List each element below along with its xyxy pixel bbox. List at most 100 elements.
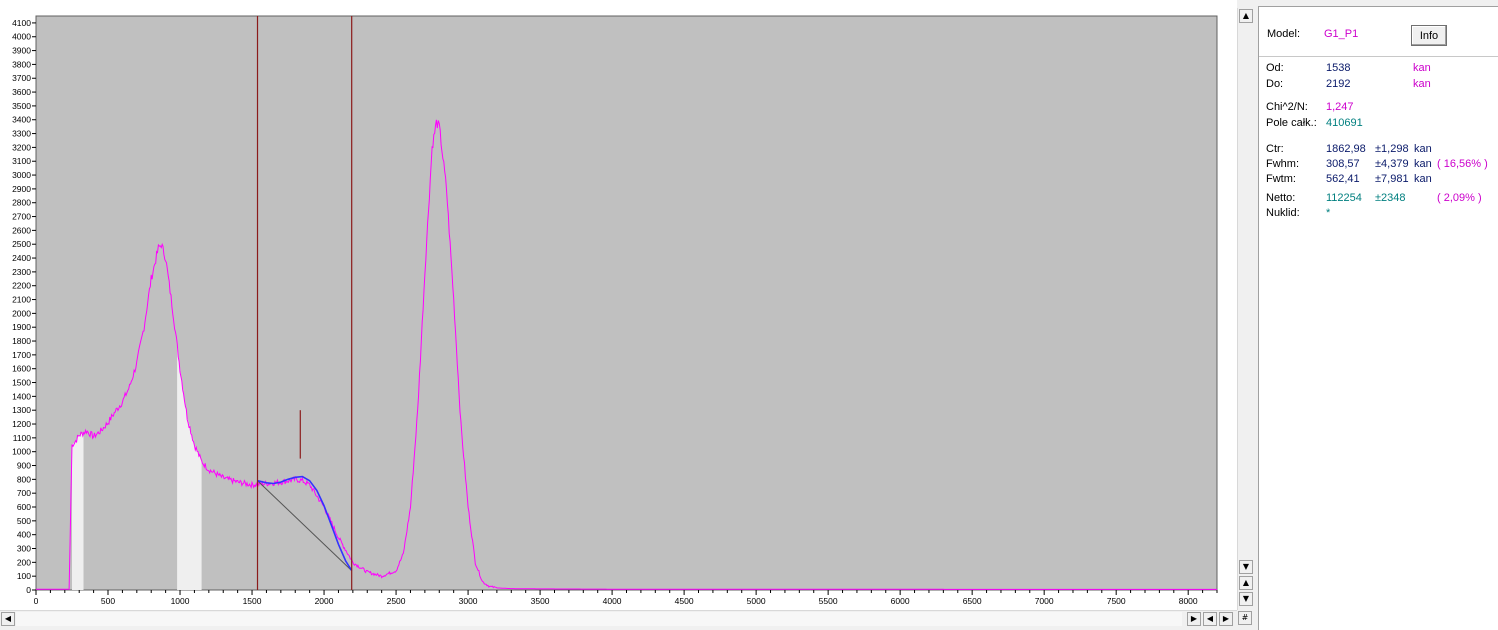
y-tick-label: 3400 <box>12 115 31 125</box>
spectrum-chart[interactable]: 0 100 200 300 400 500 600 700 800 900 1000 1100 1200… <box>0 0 1237 610</box>
ctr-value: 1862,98 <box>1326 143 1366 155</box>
y-tick-label: 3200 <box>12 142 31 152</box>
fit-series <box>257 475 353 572</box>
spectrum-line <box>36 119 1217 590</box>
x-tick-label: 5500 <box>819 596 838 606</box>
y-tick-label: 2900 <box>12 184 31 194</box>
zoom-up-button[interactable]: ▲ <box>1239 576 1253 590</box>
x-tick-label: 5000 <box>747 596 766 606</box>
model-label: Model: <box>1267 28 1301 40</box>
y-tick-label: 2000 <box>12 308 31 318</box>
x-tick-label: 4500 <box>675 596 694 606</box>
grid-icon: # <box>1241 613 1249 622</box>
arrow-up-icon: ▲ <box>1242 11 1250 20</box>
do-unit: kan <box>1413 78 1431 90</box>
y-tick-label: 1000 <box>12 447 31 457</box>
background-fit-series <box>257 480 353 571</box>
y-axis: 0 100 200 300 400 500 600 700 800 900 1000 1100 1200… <box>12 18 36 595</box>
plot-area[interactable] <box>35 15 1218 591</box>
x-tick-label: 2500 <box>387 596 406 606</box>
ctr-label: Ctr: <box>1266 143 1284 155</box>
peak-info-panel: Model: G1_P1 Info Od: 1538 kan Do: 2192 … <box>1258 6 1498 630</box>
model-header: Model: G1_P1 Info <box>1259 7 1498 57</box>
info-button[interactable]: Info <box>1411 25 1447 46</box>
x-tick-label: 1000 <box>171 596 190 606</box>
do-value: 2192 <box>1326 78 1351 90</box>
arrow-right-icon: ▶ <box>1222 614 1230 623</box>
background-line <box>257 480 353 571</box>
shaded-region-1 <box>72 432 84 590</box>
ctr-error: ±1,298 <box>1375 143 1409 155</box>
fwhm-unit: kan <box>1414 158 1432 170</box>
y-tick-label: 1800 <box>12 336 31 346</box>
scrollbar-track[interactable] <box>16 612 1182 626</box>
y-tick-label: 3500 <box>12 101 31 111</box>
y-tick-label: 1200 <box>12 419 31 429</box>
zoom-down-button[interactable]: ▼ <box>1239 592 1253 606</box>
model-value: G1_P1 <box>1324 28 1359 40</box>
x-tick-label: 1500 <box>243 596 262 606</box>
netto-percent: ( 2,09% ) <box>1437 192 1482 204</box>
scroll-up-button[interactable]: ▲ <box>1239 9 1253 23</box>
od-label: Od: <box>1266 62 1284 74</box>
scroll-left-button[interactable]: ◀ <box>1 612 15 626</box>
y-tick-label: 200 <box>17 557 31 567</box>
y-tick-label: 3700 <box>12 73 31 83</box>
pole-label: Pole całk.: <box>1266 117 1317 129</box>
fit-curve <box>257 475 353 572</box>
y-tick-label: 600 <box>17 502 31 512</box>
do-label: Do: <box>1266 78 1284 90</box>
y-tick-label: 800 <box>17 474 31 484</box>
x-tick-label: 6500 <box>963 596 982 606</box>
y-tick-label: 2400 <box>12 253 31 263</box>
scroll-right-button[interactable]: ▶ <box>1187 612 1201 626</box>
y-tick-label: 2700 <box>12 212 31 222</box>
y-tick-label: 1100 <box>13 433 32 443</box>
x-tick-label: 6000 <box>891 596 910 606</box>
fwhm-error: ±4,379 <box>1375 158 1409 170</box>
region-markers[interactable] <box>256 16 353 590</box>
y-tick-label: 2500 <box>12 239 31 249</box>
fwhm-label: Fwhm: <box>1266 158 1299 170</box>
y-tick-label: 500 <box>17 516 31 526</box>
y-tick-label: 3600 <box>12 87 31 97</box>
netto-value: 112254 <box>1326 192 1362 204</box>
y-tick-label: 2300 <box>12 267 31 277</box>
y-tick-label: 3800 <box>12 59 31 69</box>
y-tick-label: 1900 <box>12 322 31 332</box>
pole-value: 410691 <box>1326 117 1363 129</box>
scroll-down-button[interactable]: ▼ <box>1239 560 1253 574</box>
y-tick-label: 1400 <box>12 391 31 401</box>
x-tick-label: 8000 <box>1179 596 1198 606</box>
arrow-down-icon: ▼ <box>1242 594 1250 603</box>
fwhm-percent: ( 16,56% ) <box>1437 158 1488 170</box>
y-tick-label: 4000 <box>12 32 31 42</box>
spectrum-series <box>36 119 1217 590</box>
chi-value: 1,247 <box>1326 101 1354 113</box>
x-tick-label: 0 <box>34 596 39 606</box>
zoom-left-button[interactable]: ◀ <box>1203 612 1217 626</box>
y-tick-label: 700 <box>17 488 31 498</box>
arrow-up-icon: ▲ <box>1242 578 1250 587</box>
chi-label: Chi^2/N: <box>1266 101 1308 113</box>
x-tick-label: 3000 <box>459 596 478 606</box>
y-tick-label: 900 <box>17 461 31 471</box>
grid-toggle-button[interactable]: # <box>1238 611 1252 625</box>
od-value: 1538 <box>1326 62 1351 74</box>
ctr-unit: kan <box>1414 143 1432 155</box>
y-tick-label: 1700 <box>12 350 31 360</box>
fwtm-error: ±7,981 <box>1375 173 1409 185</box>
arrow-down-icon: ▼ <box>1242 562 1250 571</box>
vertical-scrollbar[interactable]: ▲ ▼ ▲ ▼ <box>1237 8 1254 610</box>
horizontal-scrollbar[interactable]: ◀ ▶ ◀ ▶ <box>0 610 1237 627</box>
x-tick-label: 500 <box>101 596 115 606</box>
nuklid-label: Nuklid: <box>1266 207 1300 219</box>
shaded-regions <box>72 345 202 590</box>
x-tick-label: 3500 <box>531 596 550 606</box>
y-tick-label: 2600 <box>12 225 31 235</box>
zoom-right-button[interactable]: ▶ <box>1219 612 1233 626</box>
y-tick-label: 2100 <box>12 295 31 305</box>
od-unit: kan <box>1413 62 1431 74</box>
y-tick-label: 4100 <box>12 18 31 28</box>
y-tick-label: 3100 <box>12 156 31 166</box>
